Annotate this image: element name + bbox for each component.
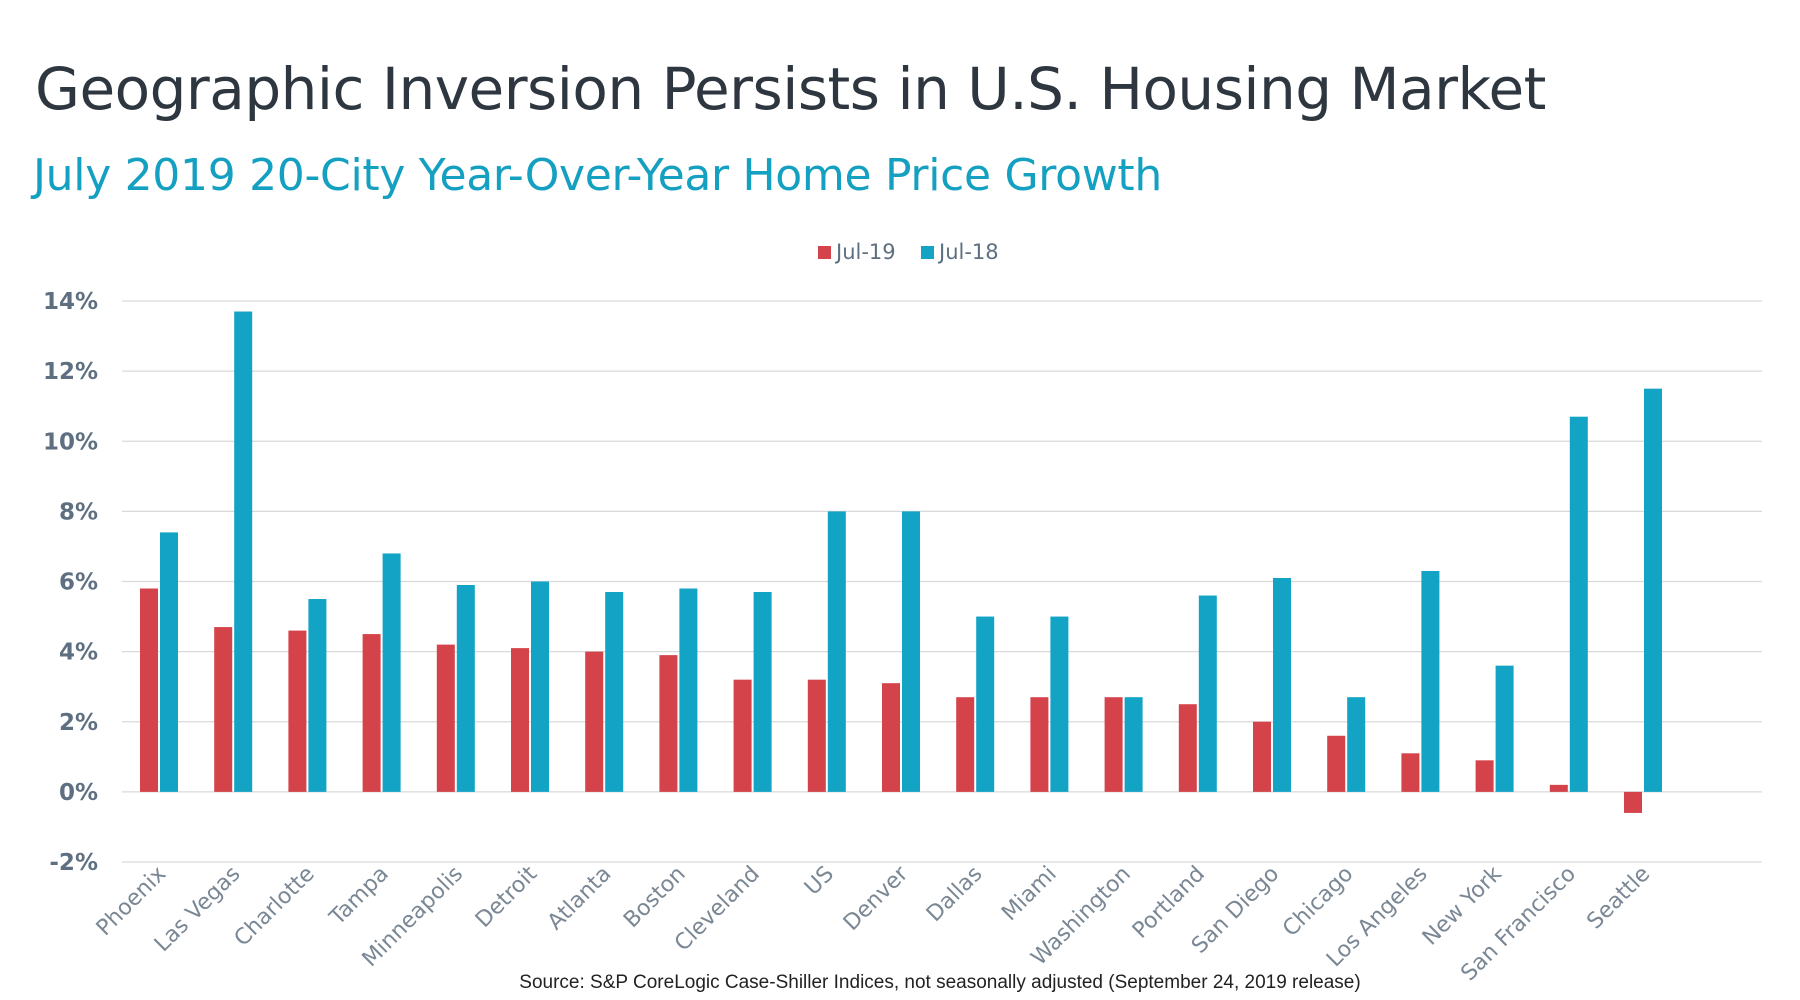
x-category-label: Charlotte bbox=[230, 862, 320, 952]
bar-jul-18-washington bbox=[1124, 697, 1143, 792]
legend-label: Jul-18 bbox=[937, 240, 999, 264]
bar-jul-18-atlanta bbox=[605, 592, 624, 792]
chart-subtitle: July 2019 20-City Year-Over-Year Home Pr… bbox=[33, 150, 1162, 201]
y-tick-label: 4% bbox=[59, 640, 98, 666]
bar-jul-19-washington bbox=[1104, 697, 1123, 792]
bar-jul-19-new-york bbox=[1475, 760, 1494, 792]
legend-swatch bbox=[818, 246, 831, 259]
bar-jul-19-chicago bbox=[1327, 735, 1346, 792]
x-category-label: Atlanta bbox=[543, 862, 616, 935]
bar-jul-19-denver bbox=[882, 683, 900, 792]
x-category-label: Miami bbox=[997, 862, 1061, 926]
legend-swatch bbox=[921, 246, 934, 259]
bar-jul-19-los-angeles bbox=[1401, 753, 1420, 792]
y-tick-label: 0% bbox=[59, 780, 98, 806]
bar-jul-19-las-vegas bbox=[214, 627, 233, 792]
bar-jul-18-cleveland bbox=[753, 592, 772, 792]
bar-jul-18-san-francisco bbox=[1569, 416, 1588, 792]
bar-jul-18-boston bbox=[679, 588, 698, 792]
y-tick-label: -2% bbox=[49, 850, 98, 876]
y-tick-label: 10% bbox=[43, 429, 98, 455]
bar-jul-19-phoenix bbox=[140, 588, 158, 792]
x-category-label: Detroit bbox=[471, 861, 543, 933]
bar-jul-19-dallas bbox=[956, 697, 975, 792]
x-category-label: Dallas bbox=[922, 862, 987, 927]
bar-jul-19-charlotte bbox=[288, 630, 307, 792]
x-category-label: US bbox=[800, 862, 839, 901]
y-axis-ticks: -2% 0% 2% 4% 6% 8% 10% 12% 14% bbox=[43, 289, 98, 876]
bar-jul-18-portland bbox=[1198, 595, 1217, 792]
bar-jul-19-detroit bbox=[511, 648, 529, 792]
bar-jul-18-tampa bbox=[382, 553, 401, 792]
legend: Jul-19 Jul-18 bbox=[818, 240, 999, 264]
bar-jul-19-minneapolis bbox=[436, 644, 455, 792]
bar-jul-18-charlotte bbox=[308, 599, 327, 792]
bar-jul-19-seattle bbox=[1624, 791, 1642, 813]
bar-jul-19-boston bbox=[659, 655, 678, 792]
bar-jul-19-tampa bbox=[362, 634, 381, 792]
bar-jul-18-seattle bbox=[1644, 388, 1662, 792]
bar-jul-18-miami bbox=[1050, 616, 1069, 792]
bar-jul-19-miami bbox=[1030, 697, 1049, 792]
y-tick-label: 8% bbox=[59, 499, 98, 525]
bars bbox=[140, 311, 1662, 813]
bar-jul-18-chicago bbox=[1347, 697, 1366, 792]
bar-jul-19-atlanta bbox=[585, 651, 604, 792]
x-category-label: Denver bbox=[839, 861, 914, 936]
bar-jul-18-dallas bbox=[976, 616, 995, 792]
bar-jul-19-portland bbox=[1178, 704, 1197, 792]
bar-jul-18-new-york bbox=[1495, 665, 1514, 792]
source-note: Source: S&P CoreLogic Case-Shiller Indic… bbox=[519, 972, 1361, 993]
bar-jul-19-san-diego bbox=[1253, 721, 1271, 792]
bar-jul-18-minneapolis bbox=[456, 585, 475, 792]
legend-label: Jul-19 bbox=[834, 240, 896, 264]
bar-jul-19-san-francisco bbox=[1549, 784, 1568, 792]
y-tick-label: 14% bbox=[43, 289, 98, 315]
bar-jul-18-phoenix bbox=[160, 532, 178, 792]
y-tick-label: 6% bbox=[59, 570, 98, 596]
x-category-label: Seattle bbox=[1582, 862, 1655, 935]
chart-title: Geographic Inversion Persists in U.S. Ho… bbox=[35, 55, 1546, 123]
x-category-label: Tampa bbox=[324, 862, 393, 931]
bar-jul-18-us bbox=[827, 511, 846, 792]
y-tick-label: 12% bbox=[43, 359, 98, 385]
bar-jul-18-san-diego bbox=[1273, 577, 1291, 792]
y-tick-label: 2% bbox=[59, 710, 98, 736]
bar-jul-19-us bbox=[807, 679, 826, 792]
bar-jul-18-las-vegas bbox=[234, 311, 253, 792]
bar-jul-18-los-angeles bbox=[1421, 570, 1440, 792]
bar-jul-19-cleveland bbox=[733, 679, 752, 792]
x-category-label: Boston bbox=[619, 862, 690, 933]
bar-jul-18-denver bbox=[902, 511, 920, 792]
bar-jul-18-detroit bbox=[531, 581, 549, 792]
